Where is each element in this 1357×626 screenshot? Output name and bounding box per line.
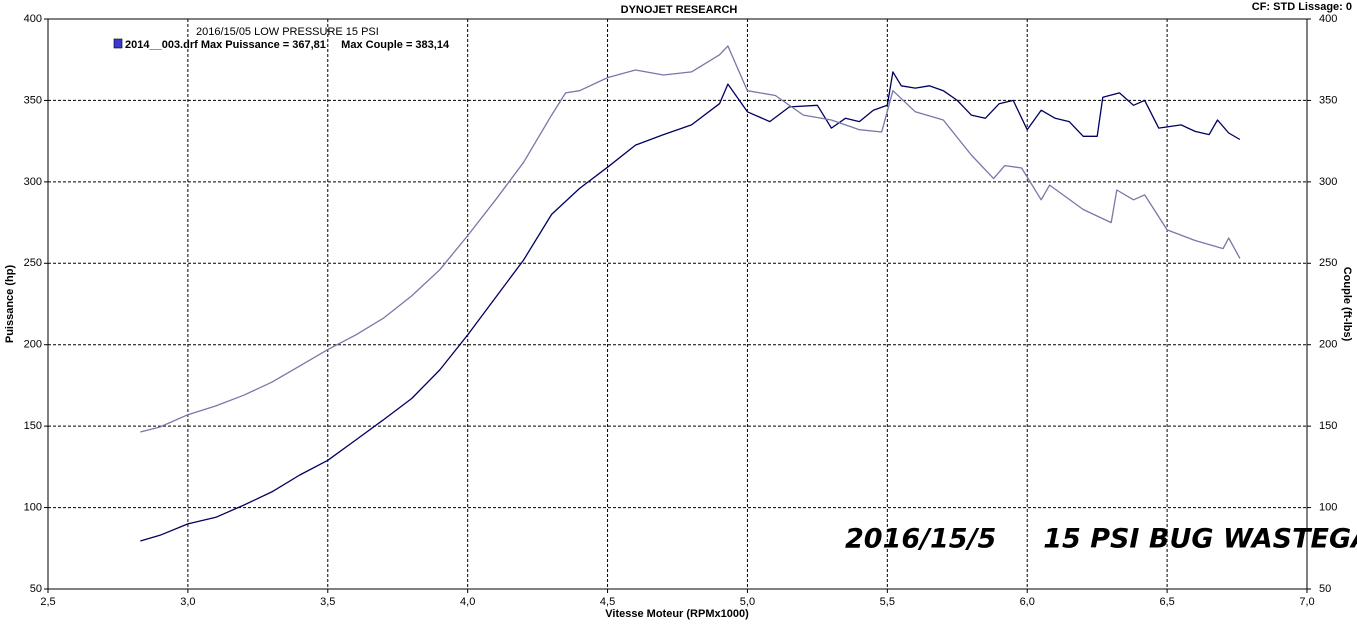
y-axis-label: Puissance (hp) — [4, 265, 16, 344]
x-tick-label: 4,0 — [460, 596, 475, 608]
x-tick-label: 2,5 — [40, 596, 55, 608]
x-tick-label: 3,0 — [180, 596, 195, 608]
y2-tick-label: 150 — [1319, 420, 1337, 432]
y2-axis-label: Couple (ft-lbs) — [1341, 267, 1353, 342]
y-tick-label: 150 — [24, 420, 42, 432]
annotation: 2016/15/5 15 PSI BUG WASTEGATE — [845, 524, 1357, 555]
y2-tick-label: 350 — [1319, 94, 1337, 106]
x-tick-label: 5,5 — [880, 596, 895, 608]
y-tick-label: 300 — [24, 176, 42, 188]
y2-tick-label: 400 — [1319, 13, 1337, 25]
x-tick-label: 4,5 — [600, 596, 615, 608]
x-tick-label: 6,5 — [1159, 596, 1174, 608]
y2-tick-label: 200 — [1319, 339, 1337, 351]
y-tick-label: 250 — [24, 257, 42, 269]
x-tick-label: 7,0 — [1299, 596, 1314, 608]
chart-title: DYNOJET RESEARCH — [621, 4, 738, 16]
x-axis-label: Vitesse Moteur (RPMx1000) — [605, 608, 749, 620]
y-tick-label: 200 — [24, 339, 42, 351]
y-tick-label: 350 — [24, 94, 42, 106]
y2-tick-label: 50 — [1319, 583, 1331, 595]
subtitle: 2016/15/05 LOW PRESSURE 15 PSI — [196, 26, 379, 38]
y2-tick-label: 100 — [1319, 501, 1337, 513]
x-tick-label: 3,5 — [320, 596, 335, 608]
header-right: CF: STD Lissage: 0 — [1252, 1, 1352, 13]
legend-text: 2014__003.drf Max Puissance = 367,81 Max… — [125, 39, 450, 51]
legend-icon — [113, 38, 123, 49]
y-tick-label: 400 — [24, 13, 42, 25]
y2-tick-label: 300 — [1319, 176, 1337, 188]
series-line — [140, 45, 1241, 433]
x-tick-label: 5,0 — [740, 596, 755, 608]
y-tick-label: 50 — [30, 583, 42, 595]
y-tick-label: 100 — [24, 501, 42, 513]
plot-frame — [47, 18, 1308, 590]
y2-tick-label: 250 — [1319, 257, 1337, 269]
series-line — [140, 71, 1241, 542]
x-tick-label: 6,0 — [1020, 596, 1035, 608]
